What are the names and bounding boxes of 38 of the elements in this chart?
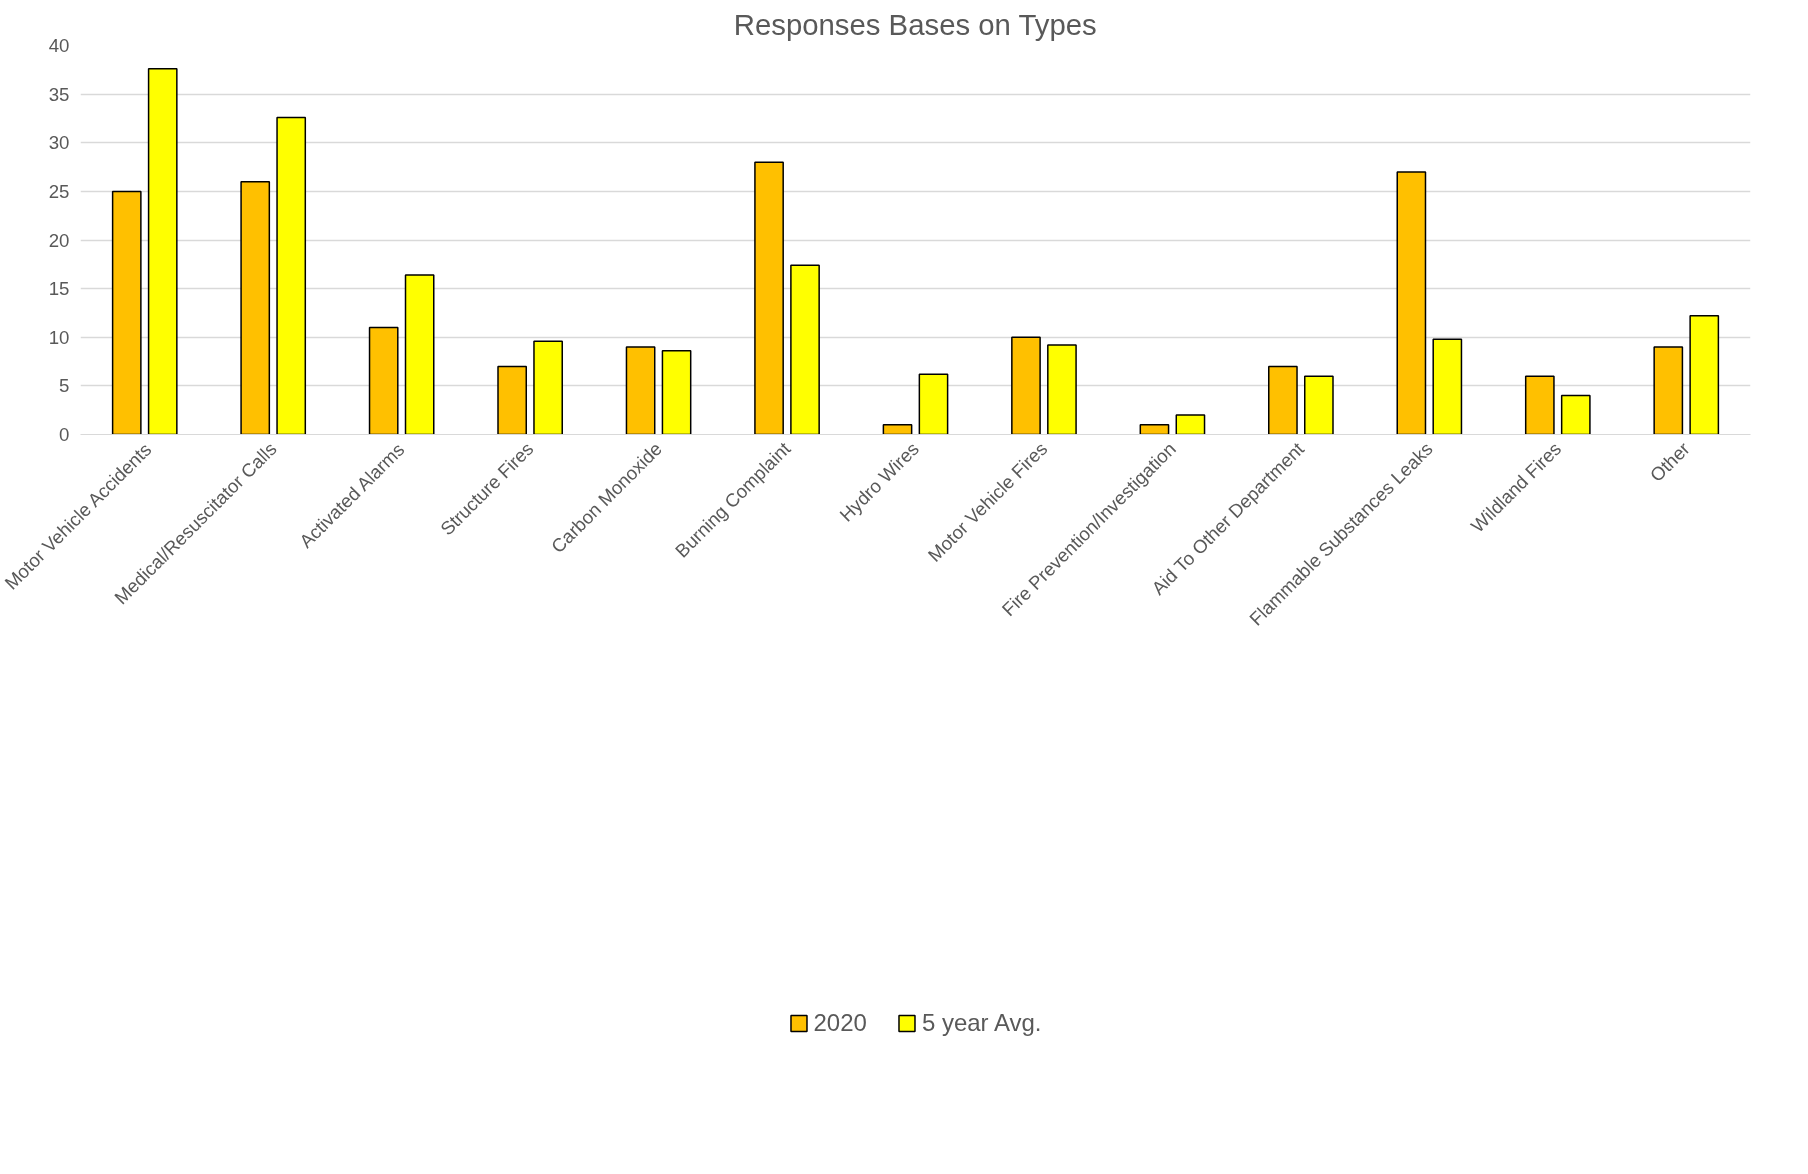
y-tick-label: 30 — [48, 132, 70, 154]
bar — [497, 365, 528, 435]
bar — [533, 340, 563, 435]
bar — [661, 350, 692, 435]
bar — [1653, 346, 1684, 435]
bar — [1268, 365, 1298, 435]
y-tick-label: 40 — [48, 35, 70, 56]
bar — [1047, 344, 1077, 435]
bar — [754, 161, 784, 435]
bar — [1560, 394, 1591, 435]
y-tick-label: 25 — [48, 180, 70, 202]
bar — [240, 180, 271, 435]
bar — [625, 346, 656, 435]
bar — [1303, 375, 1334, 435]
y-tick-label: 35 — [48, 83, 70, 105]
y-tick-label: 20 — [48, 229, 70, 251]
bar — [276, 116, 307, 435]
bar — [111, 190, 142, 435]
bar — [1524, 375, 1555, 435]
bar — [1689, 315, 1720, 435]
bar — [1175, 414, 1206, 435]
bar — [1011, 336, 1041, 435]
legend-label: 2020 — [813, 1009, 867, 1037]
bar — [1432, 338, 1463, 435]
y-tick-label: 10 — [48, 326, 70, 348]
bar — [882, 424, 913, 435]
legend-label: 5 year Avg. — [921, 1009, 1042, 1037]
y-tick-label: 0 — [59, 424, 70, 445]
y-tick-label: 15 — [48, 278, 70, 300]
bar — [1396, 171, 1427, 435]
chart-title: Responses Bases on Types — [733, 7, 1097, 41]
bar — [368, 326, 399, 435]
bar — [790, 264, 820, 435]
bar — [404, 274, 435, 435]
y-tick-label: 5 — [59, 375, 70, 397]
bar — [147, 68, 178, 435]
bar — [1139, 424, 1170, 435]
bar — [918, 373, 949, 435]
